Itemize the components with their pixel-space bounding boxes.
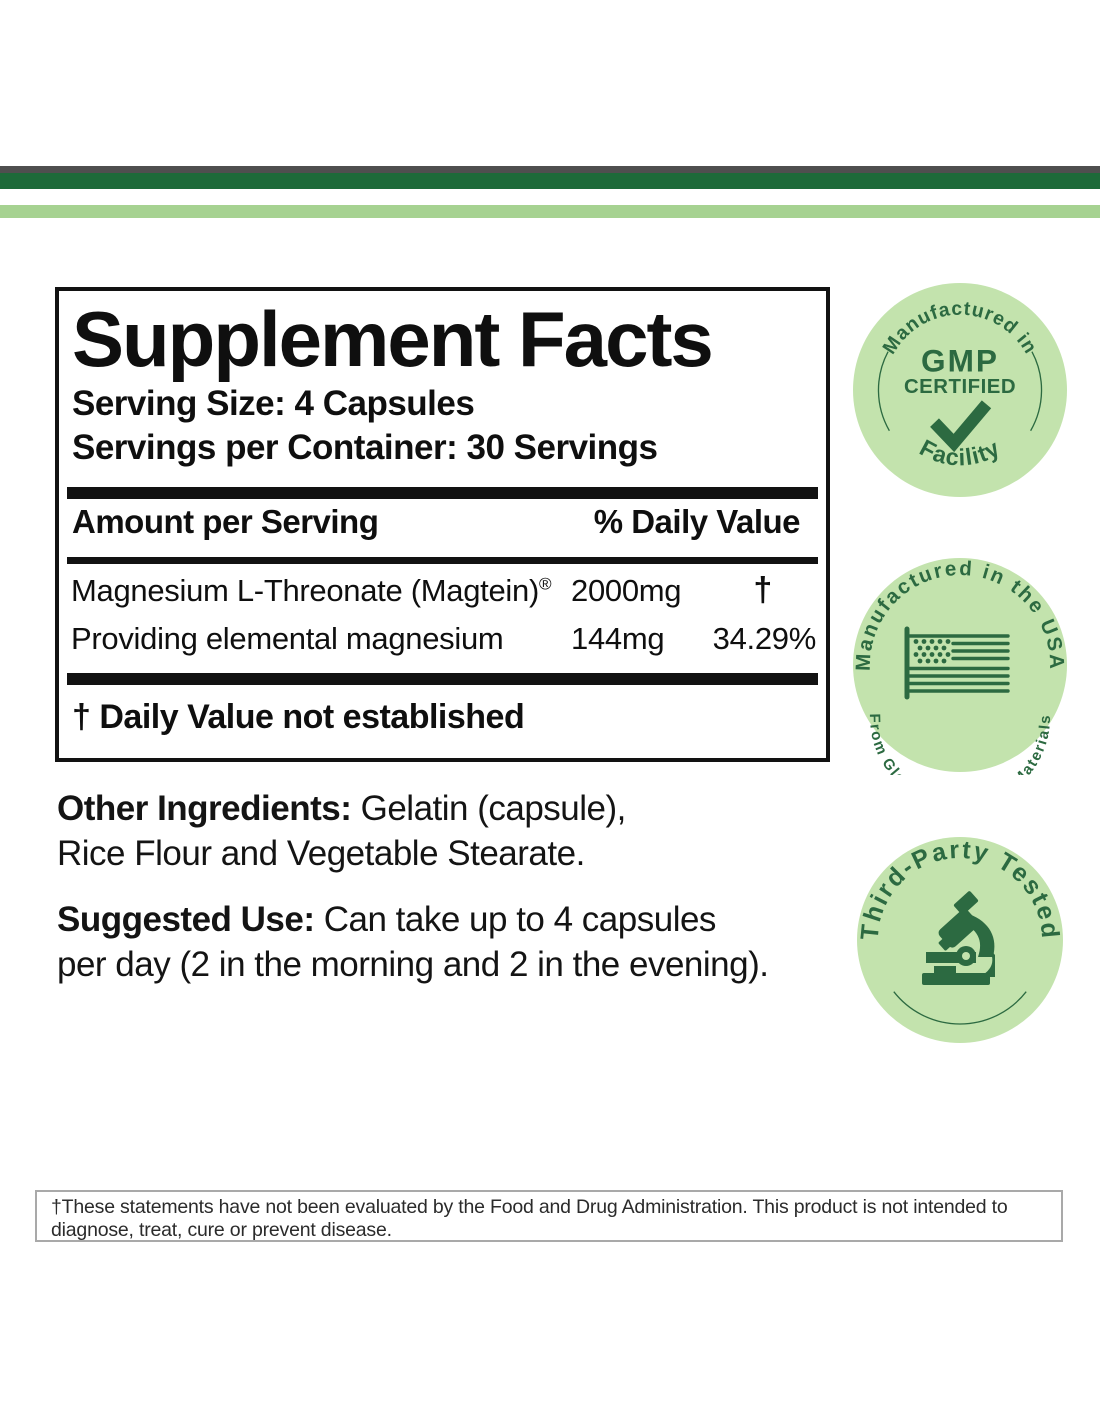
nutrient-amount: 2000mg xyxy=(571,573,682,608)
other-ingredients-paragraph: Other Ingredients: Gelatin (capsule), Ri… xyxy=(57,786,626,876)
suggested-use-text: Can take up to 4 capsules xyxy=(314,900,717,939)
nutrient-row-magnesium: Magnesium L-Threonate (Magtein)® 2000mg … xyxy=(71,571,816,610)
serving-size-line: Serving Size: 4 Capsules xyxy=(72,384,475,423)
registered-mark: ® xyxy=(538,574,552,594)
top-stripe-gray xyxy=(0,166,1100,173)
nutrient-name: Providing elemental magnesium xyxy=(71,621,504,656)
facts-header-row: Amount per Serving % Daily Value xyxy=(72,503,801,541)
thick-divider-bar xyxy=(67,487,818,499)
other-ingredients-label: Other Ingredients: xyxy=(57,789,352,828)
suggested-use-label: Suggested Use: xyxy=(57,900,315,939)
amount-per-serving-header: Amount per Serving xyxy=(72,503,379,540)
servings-per-container-line: Servings per Container: 30 Servings xyxy=(72,428,658,467)
daily-value-footnote: † Daily Value not established xyxy=(72,698,525,736)
supplement-facts-panel: Supplement Facts Serving Size: 4 Capsule… xyxy=(55,287,830,762)
top-stripe-light-green xyxy=(0,205,1100,218)
badge-bottom-arc xyxy=(893,991,1027,1025)
checkmark-icon xyxy=(930,400,992,453)
nutrient-row-elemental-magnesium: Providing elemental magnesium 144mg 34.2… xyxy=(71,621,816,657)
nutrient-name: Magnesium L-Threonate (Magtein)® xyxy=(71,573,552,608)
microscope-icon xyxy=(922,891,995,985)
nutrient-daily-value: 34.29% xyxy=(712,621,817,656)
fda-disclaimer-box: †These statements have not been evaluate… xyxy=(35,1190,1063,1242)
gmp-big-text: GMP xyxy=(921,343,999,379)
badge-side-arc xyxy=(1030,351,1043,432)
nutrient-daily-value: † xyxy=(753,571,772,609)
fda-disclaimer-text: †These statements have not been evaluate… xyxy=(51,1196,1008,1241)
badge-side-arc xyxy=(877,351,890,432)
gmp-certified-text: CERTIFIED xyxy=(904,376,1016,398)
other-ingredients-text: Gelatin (capsule), xyxy=(351,789,627,828)
suggested-use-text-line2: per day (2 in the morning and 2 in the e… xyxy=(57,945,769,984)
suggested-use-paragraph: Suggested Use: Can take up to 4 capsules… xyxy=(57,897,769,987)
gmp-certified-badge: Manufactured in GMP CERTIFIED Facility xyxy=(853,283,1067,497)
top-stripe-dark-green xyxy=(0,173,1100,189)
supplement-facts-title: Supplement Facts xyxy=(72,295,714,383)
made-in-usa-badge: Manufactured in the USA From Globally So… xyxy=(852,557,1067,775)
daily-value-header: % Daily Value xyxy=(593,503,801,540)
third-party-tested-badge: Third-Party Tested xyxy=(856,836,1063,1043)
badge-circle xyxy=(853,558,1067,772)
badge-circle xyxy=(853,283,1067,497)
nutrient-amount: 144mg xyxy=(571,621,665,656)
thin-divider-bar xyxy=(67,557,818,564)
usa-flag-icon xyxy=(904,626,1010,700)
thick-divider-bar xyxy=(67,673,818,685)
other-ingredients-text-line2: Rice Flour and Vegetable Stearate. xyxy=(57,834,585,873)
